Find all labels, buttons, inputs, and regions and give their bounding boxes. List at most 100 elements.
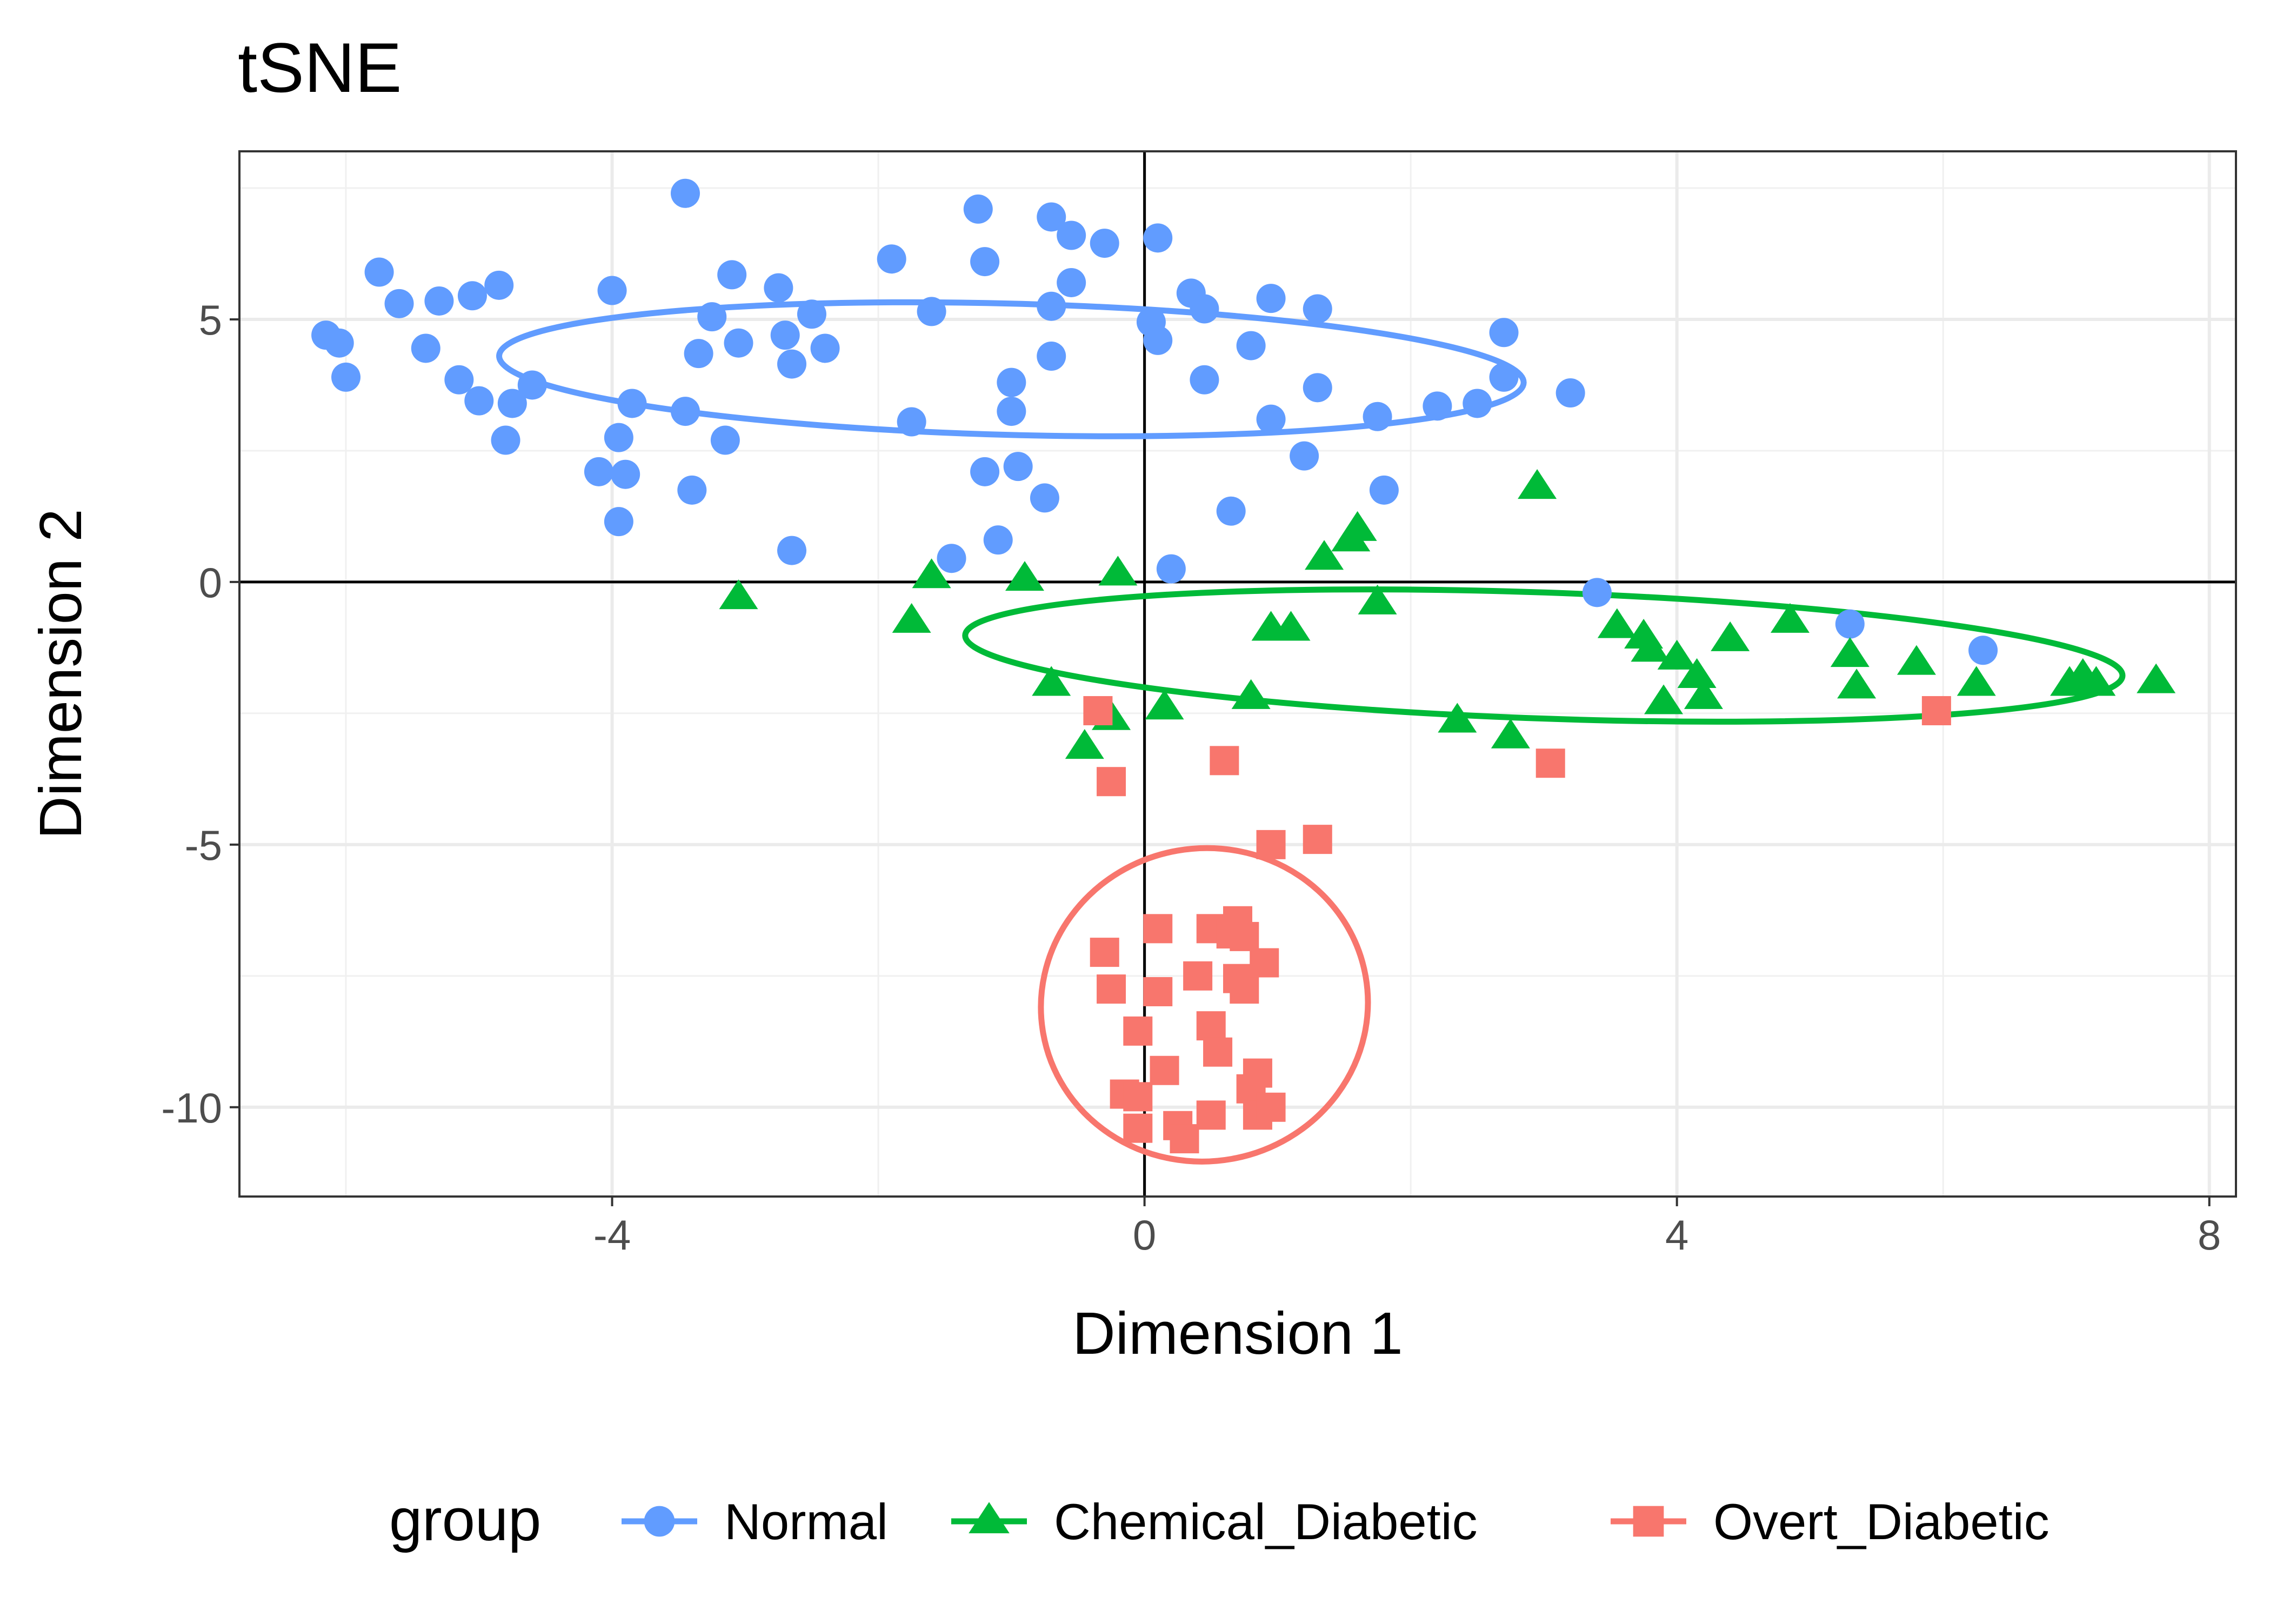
normal-point (983, 525, 1013, 555)
overt-diabetic-confidence-ellipse (1038, 845, 1371, 1165)
normal-point (1303, 373, 1332, 403)
normal-point (897, 407, 926, 437)
normal-point (1423, 391, 1452, 421)
chemical-diabetic-point (2137, 663, 2176, 693)
normal-point (1369, 475, 1399, 505)
overt-diabetic-point (1243, 1058, 1272, 1088)
normal-point (1256, 404, 1286, 434)
chemical-diabetic-point (1837, 669, 1877, 699)
normal-point (1968, 636, 1998, 665)
overt-diabetic-point (1123, 1082, 1153, 1112)
chemical-diabetic-point (1338, 511, 1377, 541)
normal-point (1003, 452, 1033, 482)
chemical-diabetic-point (1358, 584, 1397, 614)
normal-point (464, 386, 494, 416)
x-tick-label: -4 (593, 1211, 631, 1259)
overt-diabetic-point (1256, 1092, 1286, 1122)
normal-point (670, 397, 700, 426)
x-tick-label: 8 (2198, 1211, 2221, 1259)
normal-point (1582, 578, 1612, 607)
normal-point (604, 423, 633, 452)
normal-point (1216, 496, 1246, 526)
x-axis-title: Dimension 1 (1072, 1300, 1403, 1367)
chemical-diabetic-point (1830, 637, 1870, 667)
chemical-diabetic-point (1032, 666, 1071, 696)
normal-point (1057, 220, 1086, 250)
overt-diabetic-point (1123, 1113, 1153, 1143)
chemical-diabetic-point (1005, 561, 1044, 591)
chemical-diabetic-point (1271, 611, 1311, 641)
overt-diabetic-point (1303, 825, 1332, 854)
normal-point (1037, 202, 1066, 232)
normal-point (764, 273, 793, 303)
normal-point (1303, 294, 1332, 324)
normal-point (1463, 389, 1492, 418)
overt-diabetic-point (1097, 767, 1126, 797)
overt-diabetic-point (1083, 696, 1113, 726)
normal-point (777, 349, 807, 379)
overt-diabetic-point (1196, 1011, 1226, 1041)
normal-point (611, 459, 640, 489)
normal-point (384, 289, 414, 318)
overt-diabetic-point (1230, 921, 1259, 951)
normal-point (1030, 483, 1059, 513)
normal-point (937, 544, 966, 573)
overt-diabetic-point (1196, 1100, 1226, 1130)
y-tick-label: 0 (199, 559, 222, 606)
normal-point (1489, 318, 1519, 347)
normal-point (424, 286, 454, 316)
overt-diabetic-point (1250, 948, 1279, 978)
normal-point (717, 260, 747, 290)
overt-diabetic-point (1203, 1037, 1233, 1067)
chemical-diabetic-point (1518, 469, 1557, 499)
legend-item-overt-diabetic: Overt_Diabetic (1611, 1493, 2049, 1550)
normal-point (710, 425, 740, 455)
x-tick-label: 0 (1133, 1211, 1156, 1259)
x-tick-label: 4 (1665, 1211, 1688, 1259)
legend: group Normal Chemical_Diabetic Overt_Diabe… (389, 1487, 2049, 1553)
normal-point (324, 328, 354, 358)
legend-key-square-icon (1633, 1506, 1664, 1537)
normal-point (497, 389, 527, 418)
chemical-diabetic-point (1771, 603, 1810, 633)
chemical-diabetic-point (1897, 645, 1936, 675)
normal-point (584, 457, 613, 486)
normal-confidence-ellipse (496, 299, 1527, 439)
normal-point (770, 320, 800, 350)
normal-point (724, 328, 753, 358)
normal-point (963, 194, 993, 224)
y-tick-label: 5 (199, 296, 222, 344)
normal-point (810, 333, 840, 363)
chemical-diabetic-point (1491, 718, 1530, 748)
chemical-diabetic-point (719, 579, 758, 610)
legend-item-normal: Normal (622, 1493, 888, 1550)
normal-point (1190, 294, 1219, 324)
chemical-diabetic-point (1957, 666, 1996, 696)
overt-diabetic-point (1090, 938, 1119, 967)
legend-key-triangle-icon (969, 1502, 1010, 1534)
overt-diabetic-point (1123, 1016, 1153, 1046)
legend-label: Chemical_Diabetic (1054, 1493, 1478, 1550)
normal-point (1555, 378, 1585, 408)
normal-point (1143, 325, 1173, 355)
plot-title: tSNE (238, 28, 402, 107)
normal-point (331, 362, 361, 392)
normal-point (364, 257, 394, 287)
chemical-diabetic-point (1145, 690, 1184, 720)
normal-point (1057, 268, 1086, 297)
chemical-diabetic-point (1438, 703, 1477, 733)
chemical-diabetic-point (1231, 679, 1271, 709)
normal-point (1489, 362, 1519, 392)
plot-panel-border (238, 150, 2237, 1198)
legend-label: Overt_Diabetic (1713, 1493, 2049, 1550)
normal-point (670, 178, 700, 208)
overt-diabetic-point (1143, 977, 1173, 1006)
normal-point (617, 389, 647, 418)
chemical-diabetic-confidence-ellipse (962, 586, 2126, 725)
chemical-diabetic-point (1597, 608, 1637, 638)
normal-point (1256, 284, 1286, 313)
normal-point (517, 370, 547, 400)
normal-point (997, 367, 1026, 397)
chemical-diabetic-point (1065, 729, 1104, 759)
